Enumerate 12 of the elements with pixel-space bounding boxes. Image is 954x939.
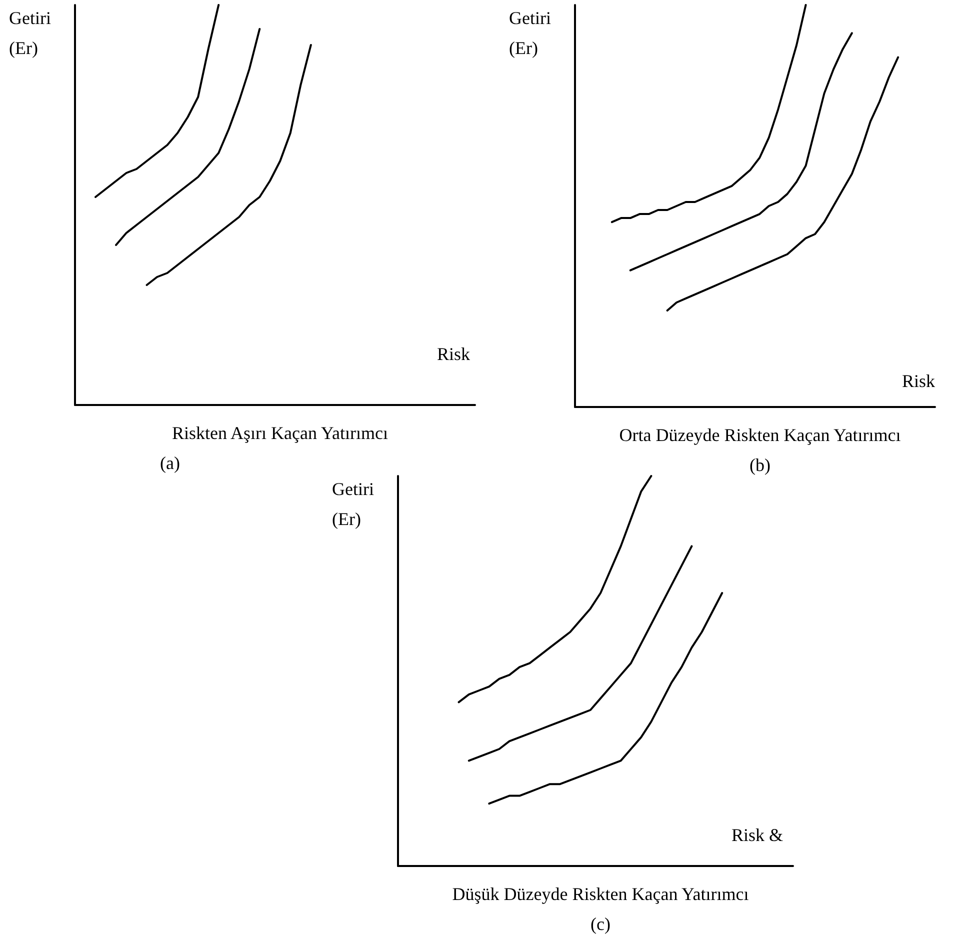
y-axis-title: Getiri (Er) — [332, 479, 374, 529]
text: Riskten Aşırı Kaçan Yatırımcı — [172, 423, 388, 443]
text: Orta Düzeyde Riskten Kaçan Yatırımcı — [619, 425, 901, 445]
text: Düşük Düzeyde Riskten Kaçan Yatırımcı — [452, 884, 749, 904]
y-axis-title: Getiri (Er) — [9, 8, 51, 58]
text: (c) — [590, 914, 610, 934]
text: (a) — [160, 453, 180, 473]
y-axis-title: Getiri (Er) — [509, 8, 551, 58]
x-axis-title: Risk — [902, 371, 936, 391]
x-axis-title: Risk & — [731, 825, 784, 845]
x-axis-title: Risk — [436, 344, 470, 364]
text: (b) — [750, 455, 770, 475]
